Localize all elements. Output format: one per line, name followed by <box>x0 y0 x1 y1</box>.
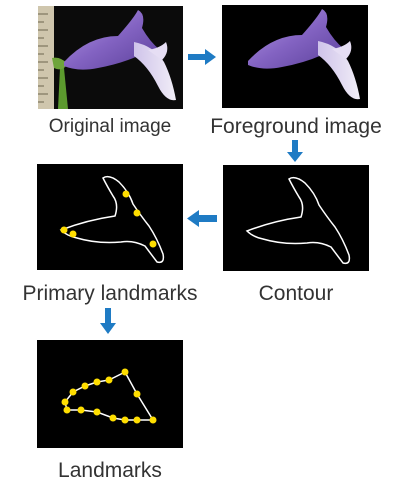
landmarks-label: Landmarks <box>58 459 162 482</box>
primary-landmarks-contour <box>59 175 165 264</box>
landmarks-polygon <box>61 368 157 424</box>
primary-landmarks-label: Primary landmarks <box>22 282 198 305</box>
foreground-flower-image <box>248 9 360 100</box>
primary-landmarks-panel <box>37 164 183 270</box>
contour-label: Contour <box>258 282 334 305</box>
landmarks-panel <box>37 340 183 448</box>
foreground-image-label: Foreground image <box>210 115 382 138</box>
contour-panel <box>223 165 369 271</box>
arrow-icon <box>187 210 217 227</box>
original-image-label: Original image <box>48 116 172 137</box>
foreground-image-panel <box>222 5 368 108</box>
original-flower-image <box>38 6 176 109</box>
contour-outline <box>245 176 351 265</box>
arrow-icon <box>188 49 216 65</box>
original-image-panel <box>38 6 183 109</box>
arrow-icon <box>287 140 303 162</box>
arrow-icon <box>100 308 116 334</box>
